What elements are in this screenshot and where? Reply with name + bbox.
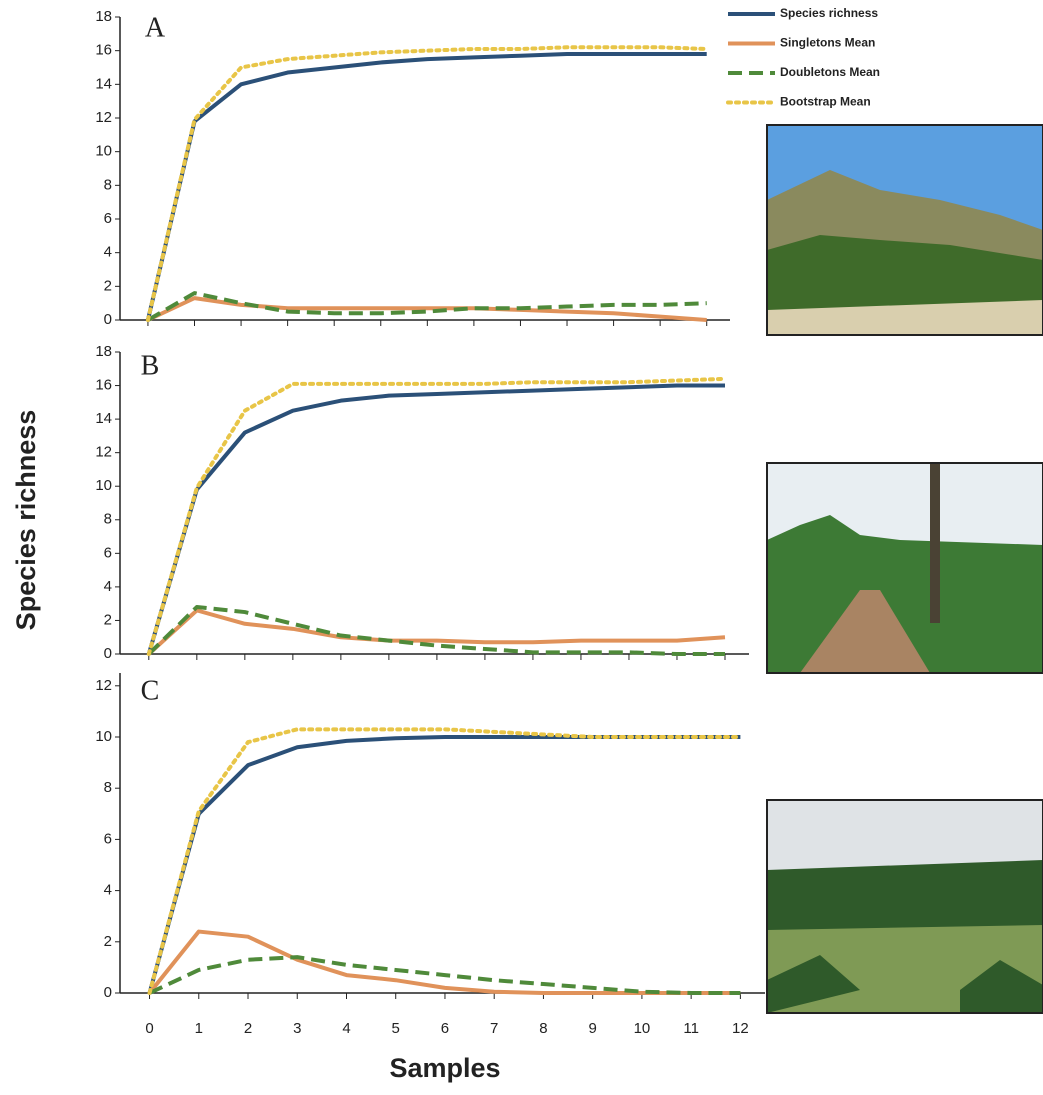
series-line <box>146 291 707 322</box>
legend-label: Bootstrap Mean <box>780 95 871 109</box>
y-tick-label: 10 <box>95 477 112 494</box>
series-line <box>147 605 725 656</box>
y-tick-label: 8 <box>104 176 112 193</box>
series-line <box>147 735 741 994</box>
x-tick-label: 2 <box>244 1020 252 1037</box>
x-axis-label: Samples <box>389 1053 500 1083</box>
series-line <box>145 52 707 321</box>
series-line <box>147 608 726 656</box>
y-tick-label: 12 <box>95 444 112 461</box>
y-tick-label: 0 <box>104 984 112 1001</box>
y-tick-label: 0 <box>104 311 112 328</box>
x-tick-label: 0 <box>145 1020 153 1037</box>
y-tick-label: 0 <box>104 645 112 662</box>
panel-label: B <box>141 350 160 381</box>
x-tick-label: 6 <box>441 1020 449 1037</box>
y-tick-label: 6 <box>104 830 112 847</box>
series-line <box>146 376 727 656</box>
y-axis-label: Species richness <box>11 410 41 631</box>
legend-label: Singletons Mean <box>780 36 875 50</box>
x-tick-label: 10 <box>634 1020 651 1037</box>
y-tick-label: 14 <box>95 75 112 92</box>
y-tick-label: 12 <box>95 677 112 694</box>
y-tick-label: 8 <box>104 511 112 528</box>
x-tick-label: 12 <box>732 1020 749 1037</box>
y-tick-label: 2 <box>104 611 112 628</box>
y-tick-label: 12 <box>95 109 112 126</box>
series-line <box>147 727 743 995</box>
x-tick-label: 4 <box>342 1020 350 1037</box>
y-tick-label: 16 <box>95 42 112 59</box>
y-tick-label: 18 <box>95 8 112 25</box>
photo-mountain <box>766 124 1043 336</box>
y-tick-label: 6 <box>104 544 112 561</box>
y-tick-label: 4 <box>104 882 112 899</box>
y-tick-label: 14 <box>95 410 112 427</box>
panel-label: C <box>141 675 160 706</box>
legend-label: Doubletons Mean <box>780 65 880 79</box>
y-tick-label: 4 <box>104 244 112 261</box>
x-tick-label: 1 <box>195 1020 203 1037</box>
y-tick-label: 10 <box>95 728 112 745</box>
series-line <box>147 296 707 322</box>
series-line <box>146 383 725 655</box>
x-tick-label: 8 <box>539 1020 547 1037</box>
y-tick-label: 6 <box>104 210 112 227</box>
x-tick-label: 9 <box>588 1020 596 1037</box>
photo-road <box>766 462 1043 674</box>
panel-label: A <box>145 12 166 43</box>
y-tick-label: 8 <box>104 779 112 796</box>
series-line <box>145 45 709 322</box>
legend-label: Species richness <box>780 6 878 20</box>
y-tick-label: 2 <box>104 933 112 950</box>
y-tick-label: 2 <box>104 277 112 294</box>
series-line <box>148 955 741 995</box>
y-tick-label: 16 <box>95 377 112 394</box>
photo-palms <box>766 799 1043 1014</box>
x-tick-label: 11 <box>683 1020 699 1037</box>
y-tick-label: 10 <box>95 143 112 160</box>
x-tick-label: 3 <box>293 1020 301 1037</box>
y-tick-label: 4 <box>104 578 112 595</box>
series-line <box>147 929 741 995</box>
x-tick-label: 7 <box>490 1020 498 1037</box>
y-tick-label: 18 <box>95 343 112 360</box>
x-tick-label: 5 <box>392 1020 400 1037</box>
